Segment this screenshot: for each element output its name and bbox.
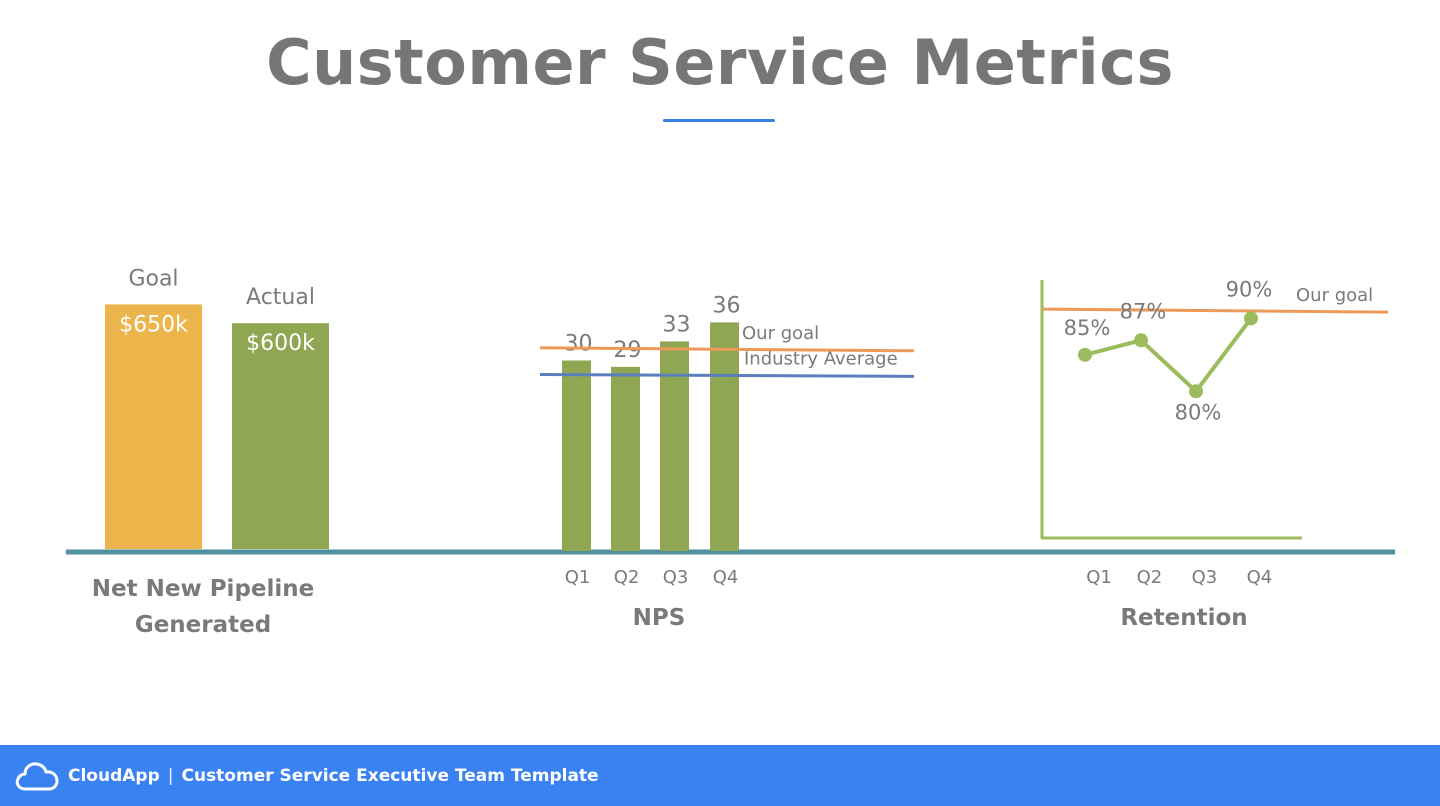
retention-point xyxy=(1134,333,1148,348)
retention-tick-label: Q3 xyxy=(1192,567,1218,588)
retention-tick-label: Q4 xyxy=(1247,567,1273,588)
retention-reference-line xyxy=(1042,307,1389,314)
nps-bar-q4 xyxy=(710,322,739,551)
retention-chart-title: Retention xyxy=(1120,605,1247,631)
nps-bar-q3 xyxy=(660,341,689,551)
cloud-icon xyxy=(15,761,59,790)
pipeline-bar-actual xyxy=(232,323,329,549)
pipeline-value-label: $600k xyxy=(246,331,315,356)
retention-reference-label: Our goal xyxy=(1296,285,1373,306)
nps-bar-q2 xyxy=(611,366,640,551)
pipeline-category-label: Goal xyxy=(128,266,178,291)
nps-value-label: 36 xyxy=(713,293,741,318)
nps-reference-label: Our goal xyxy=(742,323,819,344)
retention-point xyxy=(1078,347,1092,362)
title-underline xyxy=(663,119,775,122)
footer-bar: CloudApp | Customer Service Executive Te… xyxy=(0,745,1440,806)
nps-reference-line xyxy=(539,372,915,378)
nps-tick-label: Q3 xyxy=(663,567,689,588)
retention-value-label: 85% xyxy=(1064,316,1111,340)
retention-value-label: 90% xyxy=(1226,277,1273,301)
retention-series-line xyxy=(1084,317,1253,394)
footer-subtitle: Customer Service Executive Team Template xyxy=(181,765,599,786)
nps-reference-line xyxy=(539,346,915,353)
nps-tick-label: Q1 xyxy=(565,567,591,588)
nps-chart-title: NPS xyxy=(633,605,686,631)
pipeline-chart-title: Generated xyxy=(135,612,271,638)
retention-value-label: 80% xyxy=(1175,400,1222,424)
footer-brand: CloudApp xyxy=(68,765,160,786)
nps-tick-label: Q4 xyxy=(713,567,739,588)
retention-tick-label: Q1 xyxy=(1086,567,1112,588)
nps-bar-q1 xyxy=(562,360,591,551)
retention-value-label: 87% xyxy=(1120,299,1167,323)
footer-separator: | xyxy=(167,765,174,786)
retention-point xyxy=(1244,311,1258,326)
pipeline-category-label: Actual xyxy=(246,285,315,310)
nps-tick-label: Q2 xyxy=(614,567,640,588)
page-title: Customer Service Metrics xyxy=(266,26,1174,99)
pipeline-bar-goal xyxy=(105,304,202,549)
pipeline-value-label: $650k xyxy=(119,312,188,337)
nps-value-label: 30 xyxy=(565,332,593,357)
nps-value-label: 33 xyxy=(663,312,691,337)
metrics-charts: Goal $650k Actual $600k Net New Pipeline Gene… xyxy=(66,266,1395,638)
pipeline-chart-title: Net New Pipeline xyxy=(92,576,315,602)
nps-value-label: 29 xyxy=(614,338,642,363)
nps-reference-label: Industry Average xyxy=(744,348,898,369)
retention-point xyxy=(1189,384,1203,399)
retention-tick-label: Q2 xyxy=(1137,567,1163,588)
